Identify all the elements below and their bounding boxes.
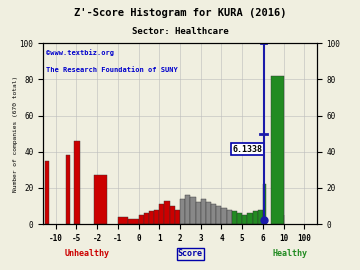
Text: 6.1338: 6.1338 [233, 144, 262, 154]
Bar [232, 211, 237, 224]
Bar [128, 219, 139, 224]
Text: Z'-Score Histogram for KURA (2016): Z'-Score Histogram for KURA (2016) [74, 8, 286, 18]
Bar [190, 197, 195, 224]
Y-axis label: Number of companies (670 total): Number of companies (670 total) [13, 76, 18, 192]
Bar [154, 210, 159, 224]
Bar [237, 213, 242, 224]
Bar [149, 211, 154, 224]
Bar [242, 215, 247, 224]
Bar [253, 211, 258, 224]
Bar [258, 210, 263, 224]
Bar [221, 208, 227, 224]
Bar [170, 206, 175, 224]
Bar [94, 175, 107, 224]
Bar [74, 141, 80, 224]
Bar [227, 210, 232, 224]
Bar [201, 199, 206, 224]
Bar [139, 215, 144, 224]
Bar [180, 199, 185, 224]
Bar [165, 201, 170, 224]
Bar [118, 217, 128, 224]
Bar [195, 202, 201, 224]
Text: Sector: Healthcare: Sector: Healthcare [132, 27, 228, 36]
Bar [206, 202, 211, 224]
Bar [159, 204, 165, 224]
Bar [66, 155, 70, 224]
Bar [216, 206, 221, 224]
Bar [185, 195, 190, 224]
Bar [45, 161, 49, 224]
Bar [175, 210, 180, 224]
Bar [247, 213, 253, 224]
Text: Healthy: Healthy [273, 249, 307, 258]
Text: Unhealthy: Unhealthy [64, 249, 109, 258]
Bar [144, 213, 149, 224]
Text: Score: Score [178, 249, 203, 258]
Bar [271, 76, 284, 224]
Bar [211, 204, 216, 224]
Bar [263, 184, 266, 224]
Text: The Research Foundation of SUNY: The Research Foundation of SUNY [46, 67, 178, 73]
Text: ©www.textbiz.org: ©www.textbiz.org [46, 49, 114, 56]
